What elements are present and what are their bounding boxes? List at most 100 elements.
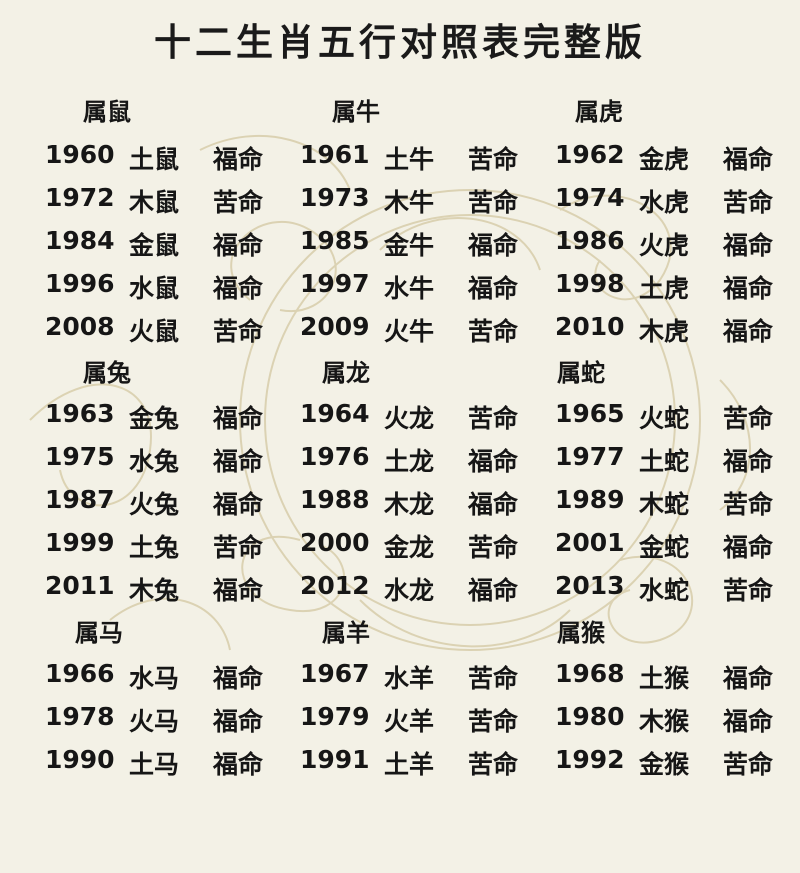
- year-row: 1986 火虎 福命: [555, 226, 800, 269]
- fate-cell: 福命: [723, 317, 774, 346]
- fate-cell: 福命: [213, 490, 264, 519]
- element-cell: 水蛇: [639, 576, 690, 605]
- zodiac-column-horse: 属马 1966 水马 福命 1978 火马 福命 1990 土马 福命: [45, 613, 305, 873]
- fate-cell: 苦命: [468, 188, 519, 217]
- element-cell: 木虎: [639, 317, 690, 346]
- zodiac-column-rat: 属鼠 1960 土鼠 福命 1972 木鼠 苦命 1984 金鼠 福命 1996 水鼠 福命 2…: [45, 92, 305, 352]
- year-cell: 2010: [555, 312, 625, 341]
- fate-cell: 苦命: [468, 533, 519, 562]
- element-cell: 水鼠: [129, 274, 180, 303]
- fate-cell: 福命: [213, 707, 264, 736]
- year-row: 1977 土蛇 福命: [555, 442, 800, 485]
- element-cell: 水兔: [129, 447, 180, 476]
- year-cell: 1962: [555, 140, 625, 169]
- year-row: 1963 金兔 福命: [45, 399, 305, 442]
- fate-cell: 苦命: [213, 188, 264, 217]
- fate-cell: 苦命: [468, 707, 519, 736]
- fate-cell: 苦命: [213, 317, 264, 346]
- fate-cell: 福命: [213, 447, 264, 476]
- year-cell: 1997: [300, 269, 370, 298]
- year-cell: 1992: [555, 745, 625, 774]
- element-cell: 金虎: [639, 145, 690, 174]
- year-row: 1980 木猴 福命: [555, 702, 800, 745]
- year-row: 1968 土猴 福命: [555, 659, 800, 702]
- element-cell: 木兔: [129, 576, 180, 605]
- year-cell: 1980: [555, 702, 625, 731]
- cloud-pattern-background: [29, 135, 751, 651]
- year-cell: 1985: [300, 226, 370, 255]
- element-cell: 土马: [129, 750, 180, 779]
- fate-cell: 福命: [723, 447, 774, 476]
- fate-cell: 福命: [213, 274, 264, 303]
- year-cell: 1988: [300, 485, 370, 514]
- zodiac-header: 属鼠: [83, 98, 131, 126]
- element-cell: 水虎: [639, 188, 690, 217]
- fate-cell: 苦命: [723, 490, 774, 519]
- year-row: 1998 土虎 福命: [555, 269, 800, 312]
- fate-cell: 福命: [213, 576, 264, 605]
- year-row: 1973 木牛 苦命: [300, 183, 560, 226]
- zodiac-column-dragon: 属龙 1964 火龙 苦命 1976 土龙 福命 1988 木龙 福命 2000 金龙 苦命 2…: [300, 353, 560, 613]
- year-row: 1999 土兔 苦命: [45, 528, 305, 571]
- year-row: 1989 木蛇 苦命: [555, 485, 800, 528]
- year-row: 1997 水牛 福命: [300, 269, 560, 312]
- zodiac-column-snake: 属蛇 1965 火蛇 苦命 1977 土蛇 福命 1989 木蛇 苦命 2001 金蛇 福命 2…: [555, 353, 800, 613]
- year-row: 1965 火蛇 苦命: [555, 399, 800, 442]
- element-cell: 火龙: [384, 404, 435, 433]
- element-cell: 土龙: [384, 447, 435, 476]
- fate-cell: 福命: [723, 274, 774, 303]
- year-row: 1990 土马 福命: [45, 745, 305, 788]
- year-row: 1979 火羊 苦命: [300, 702, 560, 745]
- year-row: 1975 水兔 福命: [45, 442, 305, 485]
- fate-cell: 苦命: [213, 533, 264, 562]
- element-cell: 水龙: [384, 576, 435, 605]
- year-cell: 2012: [300, 571, 370, 600]
- year-row: 2001 金蛇 福命: [555, 528, 800, 571]
- year-row: 2008 火鼠 苦命: [45, 312, 305, 355]
- year-cell: 1977: [555, 442, 625, 471]
- year-row: 1991 土羊 苦命: [300, 745, 560, 788]
- year-cell: 1961: [300, 140, 370, 169]
- year-row: 1978 火马 福命: [45, 702, 305, 745]
- year-cell: 1987: [45, 485, 115, 514]
- fate-cell: 苦命: [723, 404, 774, 433]
- year-cell: 1979: [300, 702, 370, 731]
- zodiac-column-monkey: 属猴 1968 土猴 福命 1980 木猴 福命 1992 金猴 苦命: [555, 613, 800, 873]
- year-cell: 2013: [555, 571, 625, 600]
- element-cell: 火虎: [639, 231, 690, 260]
- fate-cell: 苦命: [468, 317, 519, 346]
- year-cell: 1972: [45, 183, 115, 212]
- year-row: 1984 金鼠 福命: [45, 226, 305, 269]
- fate-cell: 苦命: [723, 576, 774, 605]
- year-cell: 1986: [555, 226, 625, 255]
- element-cell: 土猴: [639, 664, 690, 693]
- element-cell: 火马: [129, 707, 180, 736]
- element-cell: 金龙: [384, 533, 435, 562]
- fate-cell: 福命: [468, 231, 519, 260]
- zodiac-header: 属兔: [83, 359, 131, 387]
- year-row: 1972 木鼠 苦命: [45, 183, 305, 226]
- year-cell: 1996: [45, 269, 115, 298]
- element-cell: 金兔: [129, 404, 180, 433]
- fate-cell: 福命: [723, 707, 774, 736]
- element-cell: 金鼠: [129, 231, 180, 260]
- fate-cell: 福命: [213, 404, 264, 433]
- year-cell: 1973: [300, 183, 370, 212]
- zodiac-header: 属羊: [322, 619, 370, 647]
- zodiac-column-rabbit: 属兔 1963 金兔 福命 1975 水兔 福命 1987 火兔 福命 1999 土兔 苦命 2…: [45, 353, 305, 613]
- zodiac-column-tiger: 属虎 1962 金虎 福命 1974 水虎 苦命 1986 火虎 福命 1998 土虎 福命 2…: [555, 92, 800, 352]
- element-cell: 土牛: [384, 145, 435, 174]
- year-cell: 1990: [45, 745, 115, 774]
- fate-cell: 福命: [213, 750, 264, 779]
- year-cell: 2001: [555, 528, 625, 557]
- fate-cell: 苦命: [468, 750, 519, 779]
- year-row: 1967 水羊 苦命: [300, 659, 560, 702]
- fate-cell: 福命: [468, 447, 519, 476]
- element-cell: 水羊: [384, 664, 435, 693]
- element-cell: 水牛: [384, 274, 435, 303]
- element-cell: 木鼠: [129, 188, 180, 217]
- element-cell: 土羊: [384, 750, 435, 779]
- fate-cell: 福命: [213, 664, 264, 693]
- year-row: 2013 水蛇 苦命: [555, 571, 800, 614]
- year-cell: 1974: [555, 183, 625, 212]
